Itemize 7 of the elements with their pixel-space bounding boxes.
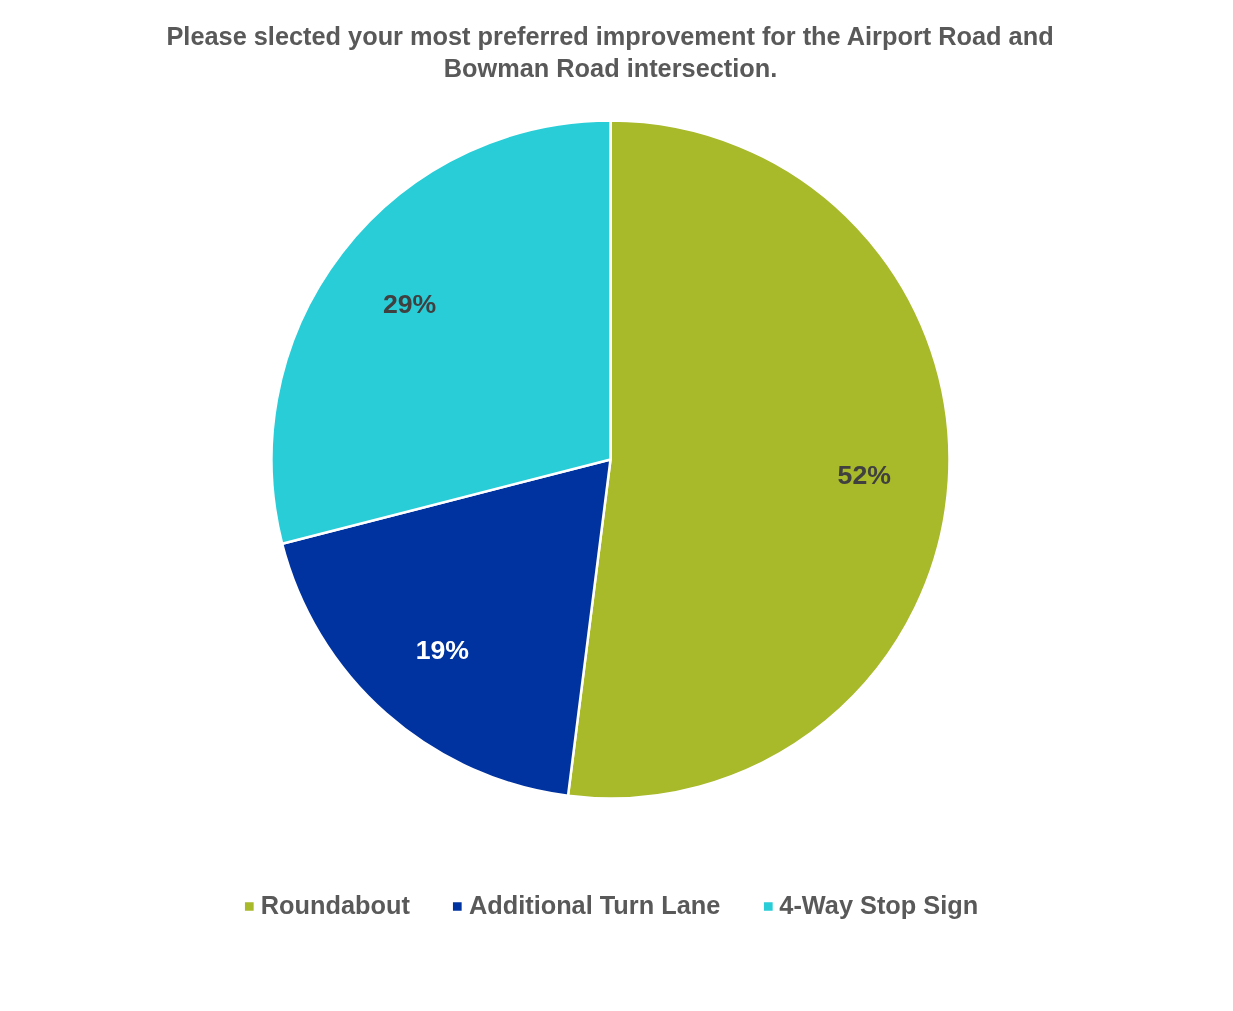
data-label: 52% <box>837 460 891 491</box>
legend-label: Additional Turn Lane <box>468 891 721 920</box>
legend-label: Roundabout <box>260 891 410 920</box>
chart-title: Please slected your most preferred improvement for the Airport Road and Bowman Road intersection. <box>166 21 1054 82</box>
legend-label: 4-Way Stop Sign <box>779 891 979 920</box>
data-label: 29% <box>382 288 437 319</box>
data-label: 19% <box>415 635 470 666</box>
